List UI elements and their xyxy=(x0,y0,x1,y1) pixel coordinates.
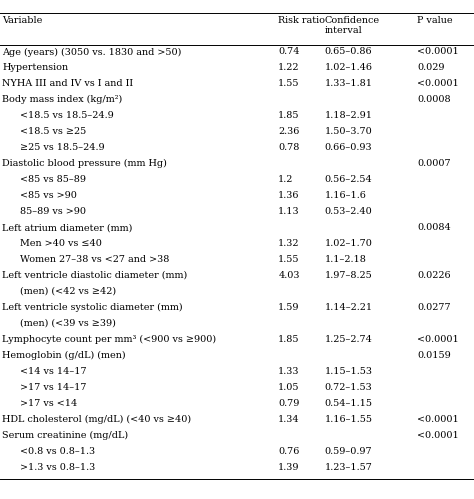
Text: Hemoglobin (g/dL) (men): Hemoglobin (g/dL) (men) xyxy=(2,351,126,360)
Text: 0.65–0.86: 0.65–0.86 xyxy=(325,47,372,56)
Text: HDL cholesterol (mg/dL) (<40 vs ≥40): HDL cholesterol (mg/dL) (<40 vs ≥40) xyxy=(2,415,191,424)
Text: 0.029: 0.029 xyxy=(417,63,445,72)
Text: 0.56–2.54: 0.56–2.54 xyxy=(325,175,373,184)
Text: 1.32: 1.32 xyxy=(278,239,300,248)
Text: 1.02–1.46: 1.02–1.46 xyxy=(325,63,373,72)
Text: >17 vs 14–17: >17 vs 14–17 xyxy=(20,383,87,392)
Text: 1.15–1.53: 1.15–1.53 xyxy=(325,367,373,376)
Text: Body mass index (kg/m²): Body mass index (kg/m²) xyxy=(2,95,123,104)
Text: 1.50–3.70: 1.50–3.70 xyxy=(325,127,373,136)
Text: 1.97–8.25: 1.97–8.25 xyxy=(325,271,373,280)
Text: <0.0001: <0.0001 xyxy=(417,79,459,88)
Text: 0.78: 0.78 xyxy=(278,143,300,152)
Text: >1.3 vs 0.8–1.3: >1.3 vs 0.8–1.3 xyxy=(20,463,96,472)
Text: 0.76: 0.76 xyxy=(278,447,300,456)
Text: 4.03: 4.03 xyxy=(278,271,300,280)
Text: Hypertension: Hypertension xyxy=(2,63,69,72)
Text: 0.0226: 0.0226 xyxy=(417,271,451,280)
Text: Women 27–38 vs <27 and >38: Women 27–38 vs <27 and >38 xyxy=(20,255,170,264)
Text: Diastolic blood pressure (mm Hg): Diastolic blood pressure (mm Hg) xyxy=(2,159,167,168)
Text: Risk ratio: Risk ratio xyxy=(278,16,325,25)
Text: 1.33–1.81: 1.33–1.81 xyxy=(325,79,373,88)
Text: 1.85: 1.85 xyxy=(278,335,300,344)
Text: 0.0084: 0.0084 xyxy=(417,223,451,232)
Text: 0.74: 0.74 xyxy=(278,47,300,56)
Text: 1.23–1.57: 1.23–1.57 xyxy=(325,463,373,472)
Text: 1.55: 1.55 xyxy=(278,255,300,264)
Text: <18.5 vs 18.5–24.9: <18.5 vs 18.5–24.9 xyxy=(20,111,114,120)
Text: <0.0001: <0.0001 xyxy=(417,335,459,344)
Text: 1.2: 1.2 xyxy=(278,175,293,184)
Text: <18.5 vs ≥25: <18.5 vs ≥25 xyxy=(20,127,87,136)
Text: 1.85: 1.85 xyxy=(278,111,300,120)
Text: 0.66–0.93: 0.66–0.93 xyxy=(325,143,372,152)
Text: 1.36: 1.36 xyxy=(278,191,300,200)
Text: 1.14–2.21: 1.14–2.21 xyxy=(325,303,373,312)
Text: 1.22: 1.22 xyxy=(278,63,300,72)
Text: 1.16–1.6: 1.16–1.6 xyxy=(325,191,366,200)
Text: 1.33: 1.33 xyxy=(278,367,300,376)
Text: 0.53–2.40: 0.53–2.40 xyxy=(325,207,373,216)
Text: Left ventricle diastolic diameter (mm): Left ventricle diastolic diameter (mm) xyxy=(2,271,188,280)
Text: 1.59: 1.59 xyxy=(278,303,300,312)
Text: NYHA III and IV vs I and II: NYHA III and IV vs I and II xyxy=(2,79,134,88)
Text: Confidence
interval: Confidence interval xyxy=(325,16,380,35)
Text: 2.36: 2.36 xyxy=(278,127,300,136)
Text: Men >40 vs ≤40: Men >40 vs ≤40 xyxy=(20,239,102,248)
Text: 1.13: 1.13 xyxy=(278,207,300,216)
Text: <14 vs 14–17: <14 vs 14–17 xyxy=(20,367,87,376)
Text: <85 vs 85–89: <85 vs 85–89 xyxy=(20,175,86,184)
Text: 0.54–1.15: 0.54–1.15 xyxy=(325,399,373,408)
Text: Age (years) (3050 vs. 1830 and >50): Age (years) (3050 vs. 1830 and >50) xyxy=(2,47,182,56)
Text: <0.0001: <0.0001 xyxy=(417,415,459,424)
Text: 1.25–2.74: 1.25–2.74 xyxy=(325,335,373,344)
Text: 0.0159: 0.0159 xyxy=(417,351,451,360)
Text: <0.0001: <0.0001 xyxy=(417,431,459,440)
Text: 1.34: 1.34 xyxy=(278,415,300,424)
Text: 0.59–0.97: 0.59–0.97 xyxy=(325,447,372,456)
Text: <0.8 vs 0.8–1.3: <0.8 vs 0.8–1.3 xyxy=(20,447,95,456)
Text: 1.05: 1.05 xyxy=(278,383,300,392)
Text: 1.16–1.55: 1.16–1.55 xyxy=(325,415,373,424)
Text: P value: P value xyxy=(417,16,453,25)
Text: <0.0001: <0.0001 xyxy=(417,47,459,56)
Text: 1.55: 1.55 xyxy=(278,79,300,88)
Text: 0.72–1.53: 0.72–1.53 xyxy=(325,383,373,392)
Text: 1.1–2.18: 1.1–2.18 xyxy=(325,255,366,264)
Text: 1.18–2.91: 1.18–2.91 xyxy=(325,111,373,120)
Text: 0.0008: 0.0008 xyxy=(417,95,451,104)
Text: 85–89 vs >90: 85–89 vs >90 xyxy=(20,207,86,216)
Text: Variable: Variable xyxy=(2,16,43,25)
Text: Serum creatinine (mg/dL): Serum creatinine (mg/dL) xyxy=(2,431,128,440)
Text: 1.39: 1.39 xyxy=(278,463,300,472)
Text: Lymphocyte count per mm³ (<900 vs ≥900): Lymphocyte count per mm³ (<900 vs ≥900) xyxy=(2,335,217,344)
Text: 1.02–1.70: 1.02–1.70 xyxy=(325,239,373,248)
Text: (men) (<39 vs ≥39): (men) (<39 vs ≥39) xyxy=(20,319,116,328)
Text: Left atrium diameter (mm): Left atrium diameter (mm) xyxy=(2,223,133,232)
Text: 0.0007: 0.0007 xyxy=(417,159,451,168)
Text: <85 vs >90: <85 vs >90 xyxy=(20,191,77,200)
Text: (men) (<42 vs ≥42): (men) (<42 vs ≥42) xyxy=(20,287,117,296)
Text: 0.79: 0.79 xyxy=(278,399,300,408)
Text: >17 vs <14: >17 vs <14 xyxy=(20,399,78,408)
Text: 0.0277: 0.0277 xyxy=(417,303,451,312)
Text: ≥25 vs 18.5–24.9: ≥25 vs 18.5–24.9 xyxy=(20,143,105,152)
Text: Left ventricle systolic diameter (mm): Left ventricle systolic diameter (mm) xyxy=(2,303,183,312)
